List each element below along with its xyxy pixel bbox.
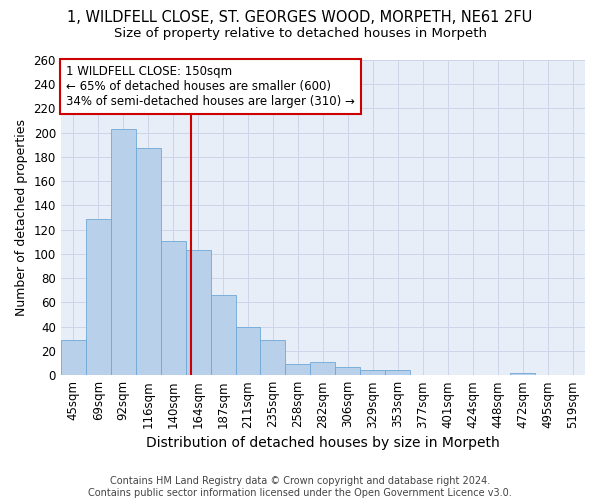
Bar	[510, 373, 535, 375]
Bar	[111, 129, 136, 375]
Bar	[61, 340, 86, 375]
Bar	[185, 250, 211, 375]
Text: 1 WILDFELL CLOSE: 150sqm
← 65% of detached houses are smaller (600)
34% of semi-: 1 WILDFELL CLOSE: 150sqm ← 65% of detach…	[66, 64, 355, 108]
Bar	[86, 219, 111, 375]
Bar	[161, 240, 185, 375]
Bar	[136, 148, 161, 375]
Bar	[385, 370, 410, 375]
Bar	[260, 340, 286, 375]
Bar	[335, 366, 361, 375]
Bar	[286, 364, 310, 375]
Y-axis label: Number of detached properties: Number of detached properties	[15, 119, 28, 316]
Bar	[361, 370, 385, 375]
Bar	[211, 295, 236, 375]
Text: Contains HM Land Registry data © Crown copyright and database right 2024.
Contai: Contains HM Land Registry data © Crown c…	[88, 476, 512, 498]
Bar	[236, 326, 260, 375]
Text: 1, WILDFELL CLOSE, ST. GEORGES WOOD, MORPETH, NE61 2FU: 1, WILDFELL CLOSE, ST. GEORGES WOOD, MOR…	[67, 10, 533, 25]
X-axis label: Distribution of detached houses by size in Morpeth: Distribution of detached houses by size …	[146, 436, 500, 450]
Text: Size of property relative to detached houses in Morpeth: Size of property relative to detached ho…	[113, 28, 487, 40]
Bar	[310, 362, 335, 375]
